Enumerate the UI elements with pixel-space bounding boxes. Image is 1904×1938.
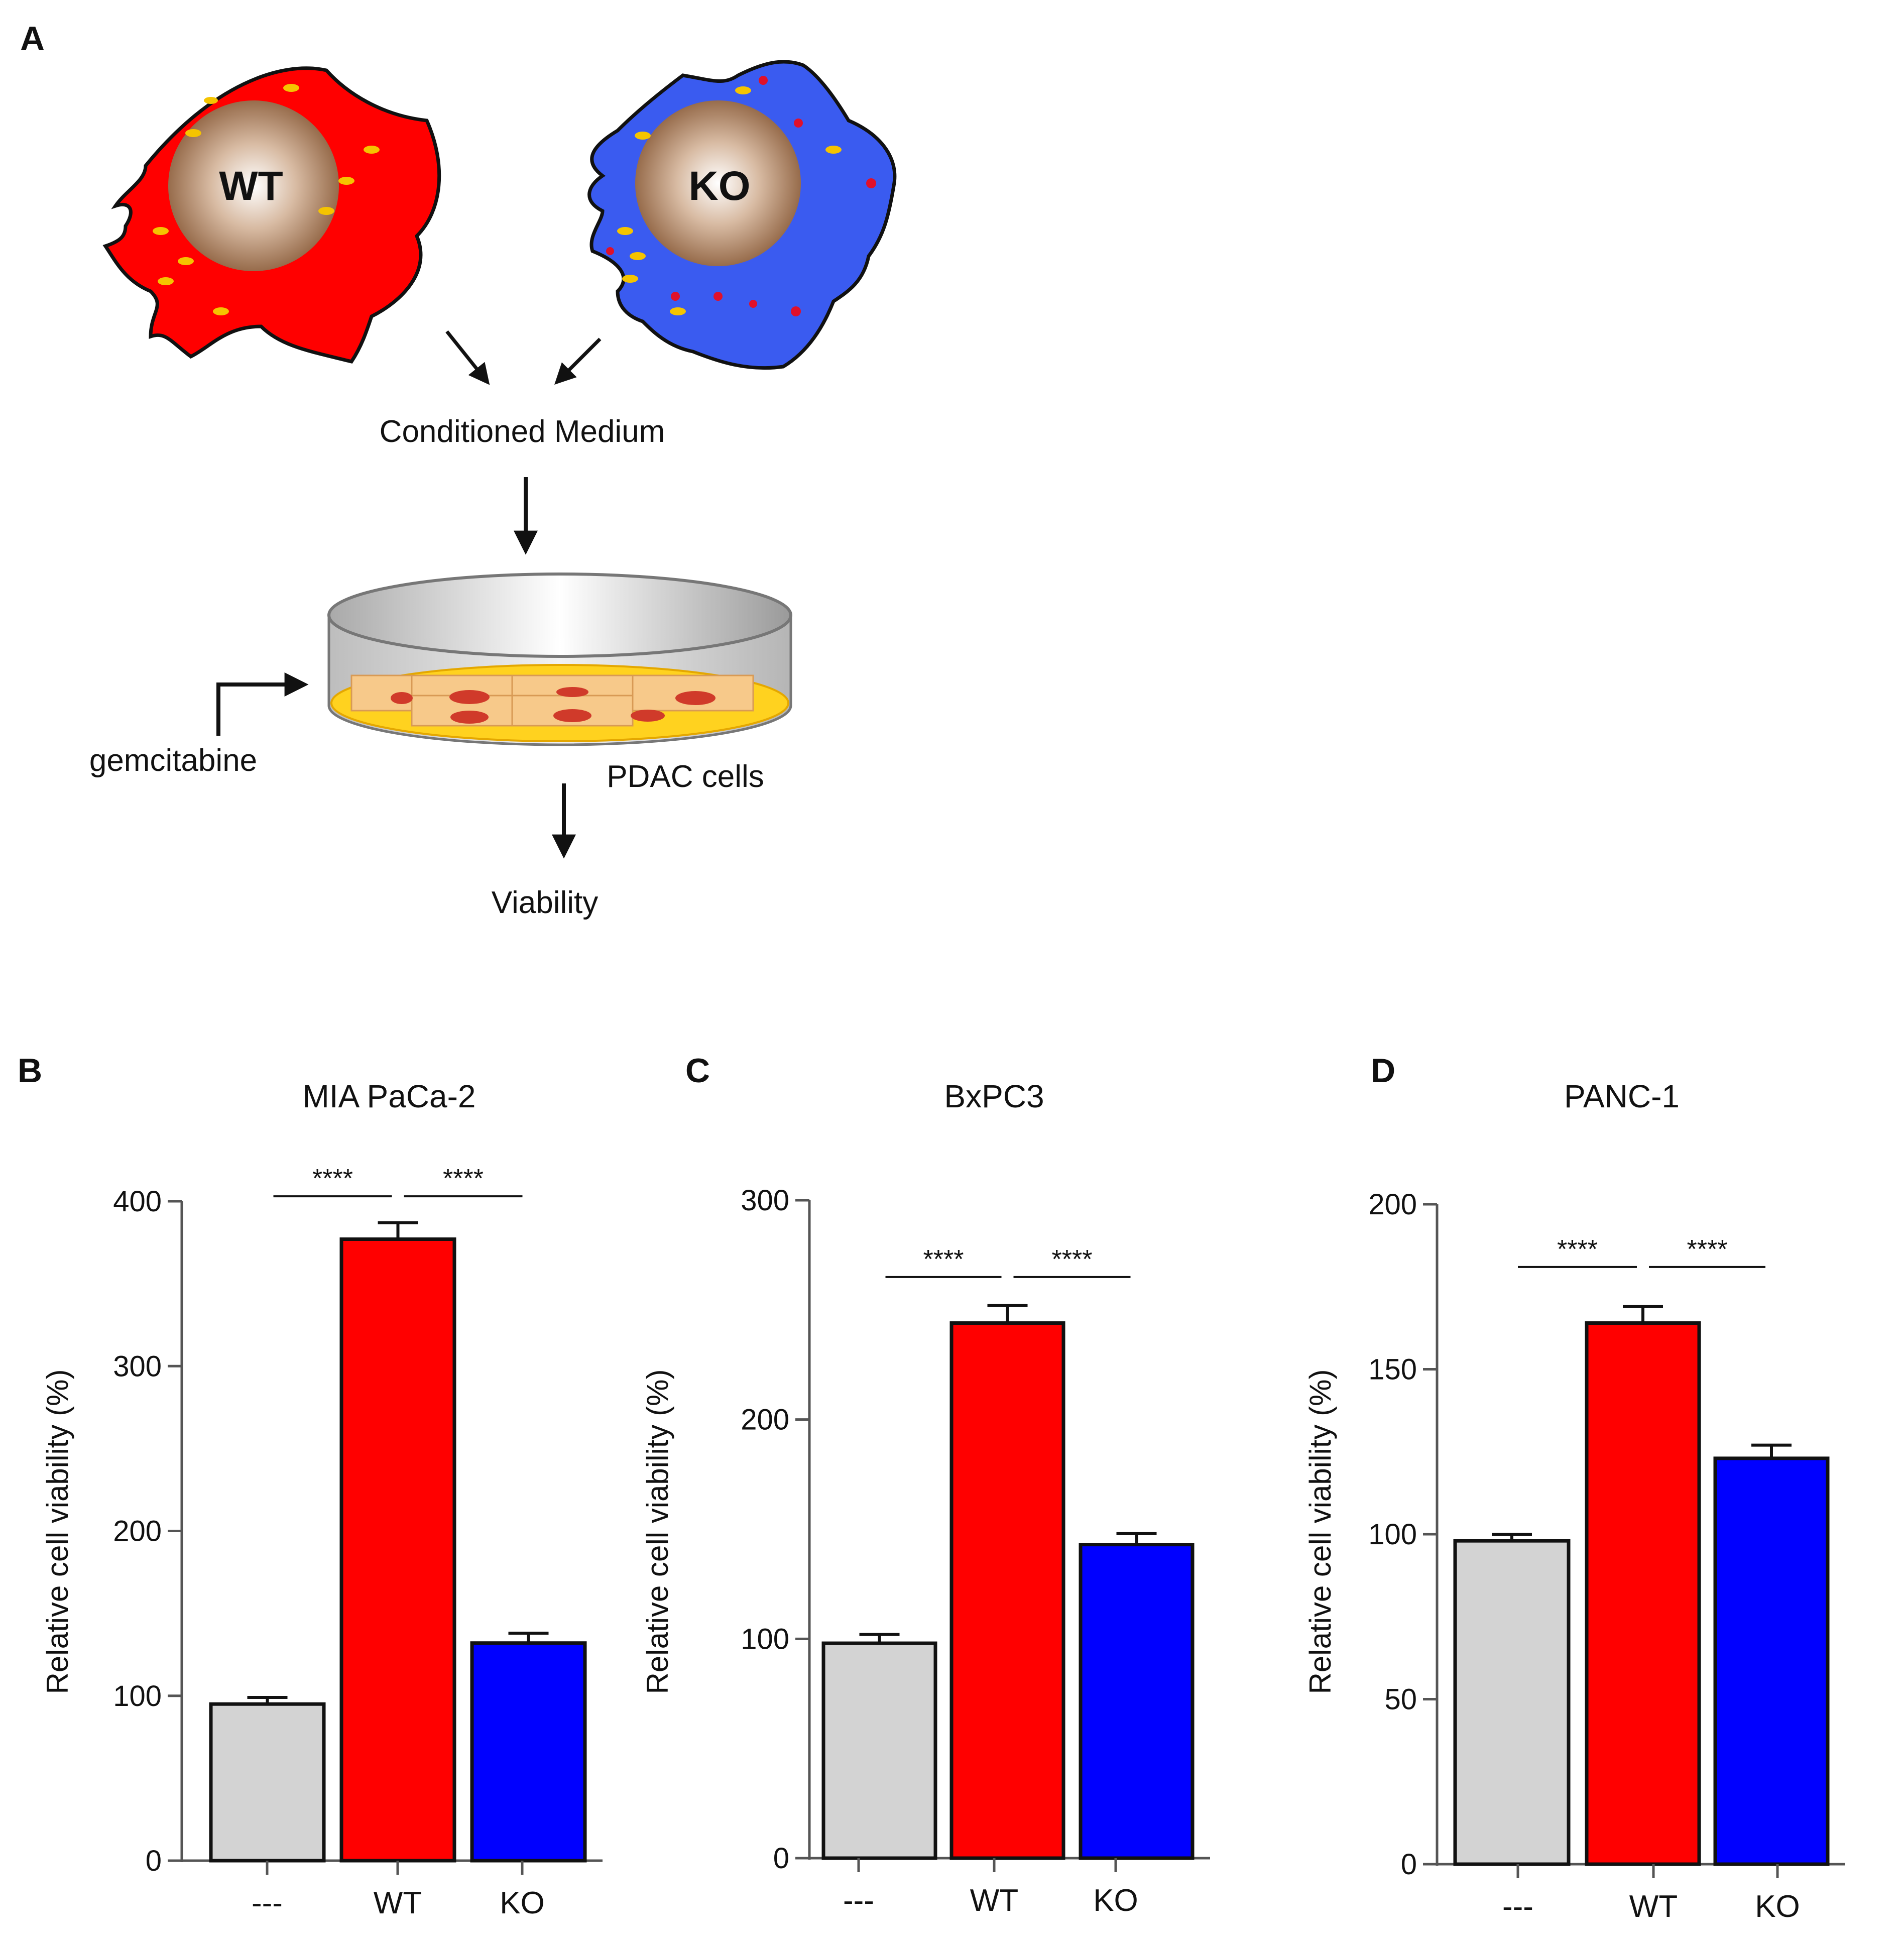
ko-nucleus (635, 100, 801, 266)
chart-title: MIA PaCa-2 (302, 1078, 475, 1114)
bar-ko (470, 1641, 587, 1863)
x-category-label: KO (500, 1886, 545, 1920)
wt-cell-label: WT (219, 163, 283, 209)
bar-wt (339, 1237, 456, 1863)
y-axis-label: Relative cell viability (%) (41, 1370, 74, 1694)
y-tick-label: 0 (1401, 1848, 1417, 1881)
y-tick-label: 50 (1384, 1683, 1417, 1716)
wt-nucleus (168, 100, 339, 271)
pdac-cells-label: PDAC cells (607, 759, 764, 794)
panel-label-d: D (1371, 1052, 1395, 1090)
x-category-label: WT (1629, 1889, 1678, 1924)
viability-label: Viability (492, 885, 599, 920)
y-tick-label: 300 (741, 1184, 789, 1217)
panel-label-c: C (685, 1052, 710, 1090)
ko-cell-label: KO (689, 163, 751, 209)
arrow-wt-to-medium (445, 330, 490, 385)
ko-red-granules (606, 76, 876, 316)
y-tick-label: 0 (146, 1845, 162, 1877)
significance-label: **** (312, 1164, 353, 1193)
y-tick-label: 100 (1368, 1518, 1417, 1551)
panel-label-a: A (20, 20, 45, 58)
bar-control (209, 1702, 326, 1863)
ko-granules (617, 86, 842, 315)
y-tick-label: 400 (113, 1185, 162, 1218)
bar-ko (1079, 1543, 1195, 1860)
conditioned-medium-label: Conditioned Medium (380, 414, 665, 449)
petri-dish (327, 573, 792, 746)
gemcitabine-label: gemcitabine (89, 743, 257, 778)
y-tick-label: 100 (741, 1623, 789, 1655)
y-axis-label: Relative cell viability (%) (1303, 1370, 1337, 1694)
y-tick-label: 150 (1368, 1353, 1417, 1386)
x-category-label: --- (1502, 1889, 1533, 1924)
pdac-cell-patches (350, 674, 754, 727)
bar-charts: MIA PaCa-2 Relative cell viability (%) 0 10… (41, 1078, 1845, 1924)
y-tick-label: 200 (113, 1515, 162, 1548)
wt-granules (153, 84, 380, 315)
bar-wt (949, 1321, 1065, 1860)
chart-3: PANC-1 Relative cell viability (%) 0 50 100 1… (1303, 1078, 1845, 1924)
significance-label: **** (1052, 1245, 1093, 1274)
gemcitabine-arrow (216, 672, 309, 736)
dish-lid (327, 573, 792, 658)
y-axis-label: Relative cell viability (%) (641, 1370, 674, 1694)
y-tick-label: 0 (773, 1842, 789, 1875)
chart-title: PANC-1 (1564, 1078, 1680, 1114)
x-category-label: --- (252, 1886, 283, 1920)
y-tick-label: 300 (113, 1350, 162, 1383)
significance-label: **** (1557, 1235, 1598, 1264)
pdac-cell-nuclei (391, 687, 716, 724)
y-tick-label: 100 (113, 1680, 162, 1713)
y-tick-label: 200 (1368, 1188, 1417, 1221)
chart-1: MIA PaCa-2 Relative cell viability (%) 0 10… (41, 1078, 603, 1920)
bar-wt (1585, 1321, 1701, 1866)
significance-label: **** (1687, 1235, 1728, 1264)
ko-macrophage (587, 60, 897, 370)
x-category-label: KO (1093, 1883, 1138, 1918)
panel-label-b: B (18, 1052, 42, 1090)
x-category-label: KO (1755, 1889, 1800, 1924)
x-category-label: WT (374, 1886, 422, 1920)
bar-control (821, 1641, 937, 1860)
bar-control (1453, 1539, 1571, 1866)
bar-ko (1713, 1456, 1830, 1866)
x-category-label: WT (970, 1883, 1018, 1918)
significance-label: **** (443, 1164, 484, 1193)
wt-macrophage (102, 66, 441, 364)
y-tick-label: 200 (741, 1404, 789, 1436)
schematic: WT KO Conditioned Medium (89, 60, 897, 920)
x-category-label: --- (843, 1883, 874, 1918)
arrow-ko-to-medium (554, 337, 602, 385)
significance-label: **** (923, 1245, 964, 1274)
chart-title: BxPC3 (944, 1078, 1044, 1114)
chart-2: BxPC3 Relative cell viability (%) 0 100 200 3… (641, 1078, 1210, 1918)
